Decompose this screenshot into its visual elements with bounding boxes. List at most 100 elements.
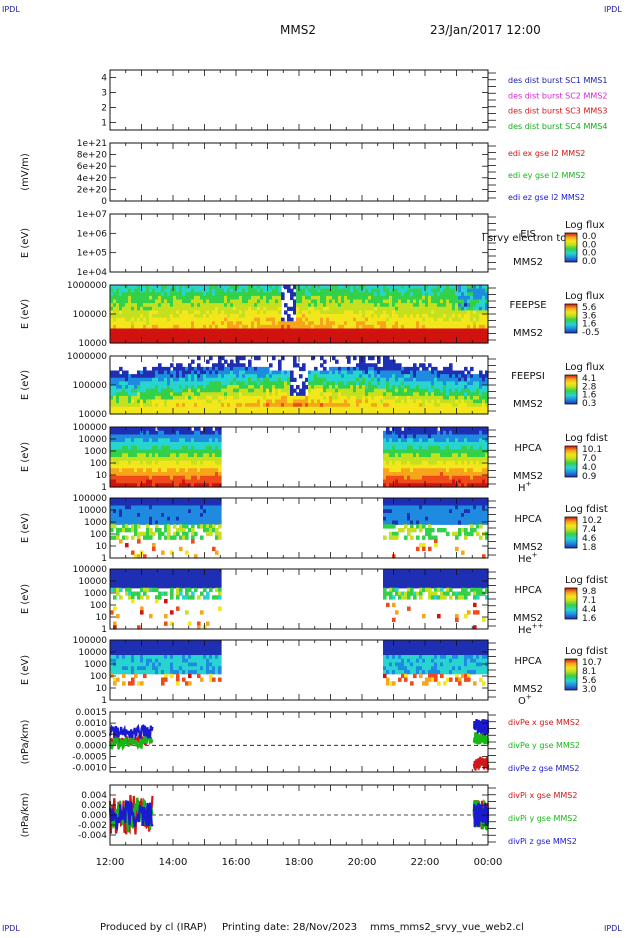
colorbar-feeps-i [565, 375, 577, 404]
spectrogram-cell-feeps-i [248, 360, 252, 364]
y-tick-label-eis: 1e+05 [77, 249, 107, 259]
spectrogram-cell-feeps-e [278, 310, 282, 314]
spectrogram-cell-feeps-i [311, 356, 315, 360]
spectrogram-cell-hpca-h [218, 461, 222, 465]
spectrogram-cell-feeps-e [278, 307, 282, 311]
spectrogram-cell-feeps-i [296, 385, 300, 389]
spectrogram-cell-hpca-h [209, 427, 213, 431]
spectrogram-cell-feeps-i [197, 363, 201, 367]
y-tick-label-des-dist-burst: 3 [101, 89, 107, 99]
legend-entry-des-dist-burst: des dist burst SC2 MMS2 [508, 91, 607, 100]
y-tick-label-edi-e: 0 [101, 197, 107, 207]
spectrogram-cell-feeps-e [290, 318, 294, 322]
legend-entry-des-dist-burst: des dist burst SC1 MMS1 [508, 76, 607, 85]
spectrogram-cell-hpca-h [152, 427, 156, 431]
spectrogram-cell-hpca-h [386, 427, 390, 431]
spectrogram-cell-feeps-i [278, 367, 282, 371]
y-axis-label-edi-e: (mV/m) [20, 153, 31, 191]
spectrogram-cell-feeps-i [167, 367, 171, 371]
colorbar-eis [565, 233, 577, 262]
spectrogram-cell-hpca-h [218, 438, 222, 442]
spectrogram-cell-feeps-i [323, 360, 327, 364]
y-tick-label-feeps-i: 10000 [78, 410, 107, 420]
spectrogram-cell-feeps-i [119, 367, 123, 371]
y-tick-label-edi-e: 1e+21 [77, 139, 107, 149]
y-tick-label-feeps-e: 1000000 [67, 281, 107, 291]
spectrogram-cell-feeps-i [449, 367, 453, 371]
spectrogram-cell-feeps-i [371, 356, 375, 360]
y-tick-label-des-dist-burst: 1 [101, 119, 107, 129]
spectrogram-cell-feeps-i [281, 356, 285, 360]
spectrogram-cell-feeps-i [386, 356, 390, 360]
colorbar-feeps-e [565, 304, 577, 333]
spectrogram-cell-feeps-i [302, 389, 306, 393]
spectrogram-cell-feeps-i [242, 356, 246, 360]
panel-frame-eis [110, 214, 488, 272]
spectrogram-cell-hpca-h [218, 457, 222, 461]
spectrogram-cell-feeps-i [302, 392, 306, 396]
y-tick-label-edi-e: 6e+20 [77, 162, 108, 172]
y-axis-label-feeps-e: E (eV) [20, 299, 31, 329]
colorbar-tick-eis: 0.0 [582, 257, 597, 267]
y-axis-label-eis: E (eV) [20, 228, 31, 258]
spectrogram-cell-feeps-e [278, 289, 282, 293]
spectrogram-cell-feeps-i [320, 356, 324, 360]
overlay-text-eis: l srvy electron to [482, 233, 566, 244]
spectrogram-cell-hpca-h [218, 480, 222, 484]
spectrogram-cell-feeps-i [143, 367, 147, 371]
ipdl-mark-top-right: IPDL [604, 5, 622, 14]
spectrogram-cell-feeps-e [278, 285, 282, 289]
spectrogram-cell-feeps-i [314, 367, 318, 371]
spectrogram-cell-feeps-i [197, 356, 201, 360]
spectrogram-cell-feeps-i [428, 363, 432, 367]
legend-entry-edi-e: edi ey gse l2 MMS2 [508, 171, 586, 180]
y-tick-label-feeps-e: 10000 [78, 339, 107, 349]
spectrogram-cell-feeps-i [377, 360, 381, 364]
spectrogram-cell-feeps-e [290, 296, 294, 300]
y-tick-label-feeps-i: 1000000 [67, 352, 107, 362]
spacecraft-label-eis: MMS2 [513, 257, 543, 268]
ipdl-mark-bottom-left: IPDL [2, 924, 20, 933]
spectrogram-cell-feeps-e [287, 314, 291, 318]
spectrogram-cell-hpca-h [218, 431, 222, 435]
spectrogram-cell-feeps-e [281, 292, 285, 296]
spectrogram-cell-feeps-i [299, 374, 303, 378]
spectrogram-cell-feeps-i [158, 363, 162, 367]
spectrogram-cell-feeps-i [191, 360, 195, 364]
spectrogram-cell-feeps-i [221, 356, 225, 360]
y-tick-label-eis: 1e+04 [77, 268, 108, 278]
spectrogram-cell-feeps-i [221, 363, 225, 367]
spectrogram-cell-feeps-i [209, 356, 213, 360]
spectrogram-cell-feeps-i [467, 371, 471, 375]
spectrogram-cell-feeps-i [236, 360, 240, 364]
spectrogram-cell-feeps-i [398, 363, 402, 367]
spectrogram-cell-feeps-i [434, 367, 438, 371]
spectrogram-cell-hpca-h [218, 465, 222, 469]
legend-entry-edi-e: edi ez gse l2 MMS2 [508, 193, 585, 202]
colorbar-title-eis: Log flux [565, 220, 605, 231]
spectrogram-cell-feeps-i [461, 371, 465, 375]
spectrogram-cell-feeps-i [302, 381, 306, 385]
spectrogram-cell-feeps-i [302, 367, 306, 371]
spectrogram-cell-hpca-h [434, 427, 438, 431]
spectrogram-cell-feeps-i [278, 363, 282, 367]
spectrogram-cell-feeps-i [323, 367, 327, 371]
spectrogram-cell-feeps-i [413, 363, 417, 367]
spectrogram-cell-feeps-i [479, 371, 483, 375]
ipdl-mark-top-left: IPDL [2, 5, 20, 14]
spectrogram-cell-feeps-i [320, 363, 324, 367]
spectrogram-cell-feeps-i [293, 356, 297, 360]
spectrogram-cell-feeps-i [272, 356, 276, 360]
spectrogram-cell-hpca-h [218, 453, 222, 457]
spectrogram-cell-feeps-e [281, 296, 285, 300]
spectrogram-cell-feeps-e [278, 314, 282, 318]
spectrogram-cell-feeps-i [293, 378, 297, 382]
spectrogram-cell-hpca-h [398, 427, 402, 431]
spectrogram-cell-feeps-i [347, 360, 351, 364]
colorbar-tick-feeps-e: -0.5 [582, 328, 600, 338]
spectrogram-cell-feeps-e [290, 289, 294, 293]
y-tick-label-eis: 1e+07 [77, 210, 107, 220]
spectrogram-cell-feeps-i [470, 367, 474, 371]
